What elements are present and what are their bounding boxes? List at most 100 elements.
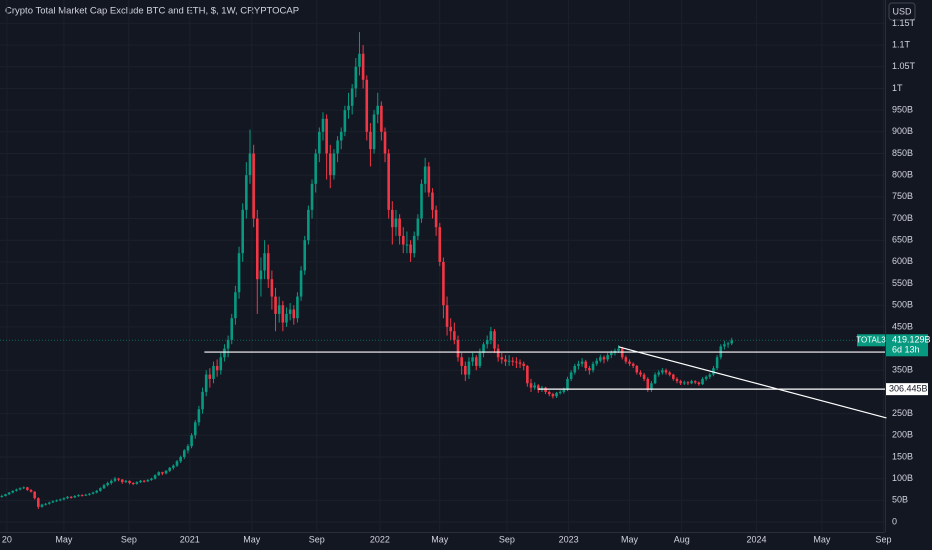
candle-body bbox=[55, 500, 58, 502]
x-tick-label: Aug bbox=[674, 534, 690, 544]
candle-body bbox=[642, 374, 646, 379]
y-tick-label: 1T bbox=[892, 83, 903, 93]
candle-body bbox=[91, 492, 95, 494]
candle-body bbox=[646, 378, 650, 390]
y-tick-label: 1.05T bbox=[892, 61, 916, 71]
candle-body bbox=[588, 368, 591, 371]
candle-body bbox=[474, 357, 478, 366]
candle-body bbox=[657, 372, 661, 375]
candle-body bbox=[33, 491, 36, 499]
candle-body bbox=[376, 105, 380, 115]
x-tick-label: May bbox=[431, 534, 449, 544]
candle-body bbox=[18, 488, 22, 490]
candle-body bbox=[208, 374, 212, 379]
candle-body bbox=[106, 482, 109, 486]
candle-body bbox=[668, 372, 671, 375]
x-tick-label: Sep bbox=[876, 534, 892, 544]
candle-body bbox=[690, 381, 693, 384]
y-tick-label: 750B bbox=[892, 191, 913, 201]
candle-body bbox=[84, 494, 88, 496]
candle-body bbox=[639, 372, 642, 375]
y-tick-label: 250B bbox=[892, 408, 913, 418]
candle-body bbox=[285, 313, 288, 323]
candle-body bbox=[128, 480, 131, 483]
candle-body bbox=[650, 383, 653, 390]
candle-body bbox=[153, 475, 157, 479]
candle-body bbox=[201, 391, 204, 410]
y-tick-label: 350B bbox=[892, 365, 913, 375]
candle-body bbox=[11, 490, 15, 493]
candle-body bbox=[179, 456, 182, 462]
candle-body bbox=[339, 131, 343, 141]
candle-body bbox=[624, 357, 628, 362]
candle-body bbox=[223, 348, 226, 358]
candle-body bbox=[325, 118, 328, 154]
candle-body bbox=[277, 305, 281, 314]
candle-body bbox=[354, 66, 358, 89]
candle-body bbox=[464, 365, 467, 375]
candle-body bbox=[471, 357, 474, 362]
candle-body bbox=[310, 183, 314, 210]
candle-body bbox=[274, 296, 277, 314]
candle-body bbox=[387, 153, 390, 210]
candle-body bbox=[569, 372, 573, 379]
candle-body bbox=[661, 370, 664, 373]
candle-body bbox=[547, 391, 551, 395]
candle-body bbox=[544, 387, 547, 392]
candle-body bbox=[708, 374, 712, 377]
y-tick-label: 950B bbox=[892, 104, 913, 114]
candle-body bbox=[427, 166, 431, 193]
x-tick-label: 20 bbox=[2, 534, 12, 544]
y-tick-label: 0 bbox=[892, 516, 897, 526]
y-tick-label: 500B bbox=[892, 300, 913, 310]
candle-body bbox=[504, 359, 507, 362]
candle-body bbox=[303, 240, 307, 271]
y-tick-label: 700B bbox=[892, 213, 913, 223]
candle-body bbox=[190, 435, 193, 447]
candle-body bbox=[197, 409, 201, 423]
candle-body bbox=[15, 489, 18, 491]
currency-button[interactable] bbox=[888, 2, 916, 21]
candle-body bbox=[372, 114, 376, 150]
candle-body bbox=[606, 355, 609, 360]
y-tick-label: 600B bbox=[892, 256, 913, 266]
candle-body bbox=[157, 472, 161, 476]
y-tick-label: 800B bbox=[892, 170, 913, 180]
candle-body bbox=[438, 227, 442, 262]
candle-body bbox=[383, 131, 387, 154]
candle-body bbox=[489, 331, 493, 340]
trend-line bbox=[618, 346, 887, 419]
candle-body bbox=[288, 309, 292, 314]
candle-body bbox=[307, 209, 310, 241]
candle-body bbox=[110, 480, 113, 483]
candle-body bbox=[29, 489, 33, 492]
candle-body bbox=[682, 382, 686, 384]
candle-body bbox=[248, 153, 252, 176]
candle-body bbox=[4, 494, 7, 496]
x-tick-label: May bbox=[243, 534, 261, 544]
x-tick-label: 2022 bbox=[370, 534, 390, 544]
candle-body bbox=[318, 131, 321, 154]
candle-body bbox=[215, 365, 219, 371]
candle-body bbox=[482, 344, 485, 353]
candle-body bbox=[529, 383, 533, 388]
candle-body bbox=[595, 360, 598, 364]
candle-body bbox=[193, 422, 197, 436]
currency-label[interactable]: USD bbox=[892, 6, 912, 16]
candle-body bbox=[88, 493, 91, 495]
candle-body bbox=[77, 495, 80, 497]
candle-body bbox=[730, 340, 734, 344]
candle-body bbox=[526, 365, 529, 384]
candle-body bbox=[485, 339, 489, 345]
candle-body bbox=[58, 499, 62, 501]
candle-body bbox=[361, 53, 365, 80]
candle-body bbox=[135, 482, 139, 484]
x-tick-label: Sep bbox=[121, 534, 137, 544]
candle-body bbox=[664, 370, 668, 373]
candle-body bbox=[230, 318, 234, 340]
candle-body bbox=[536, 385, 540, 390]
candle-body bbox=[139, 480, 142, 483]
candle-body bbox=[391, 209, 394, 228]
candle-body bbox=[47, 502, 51, 504]
